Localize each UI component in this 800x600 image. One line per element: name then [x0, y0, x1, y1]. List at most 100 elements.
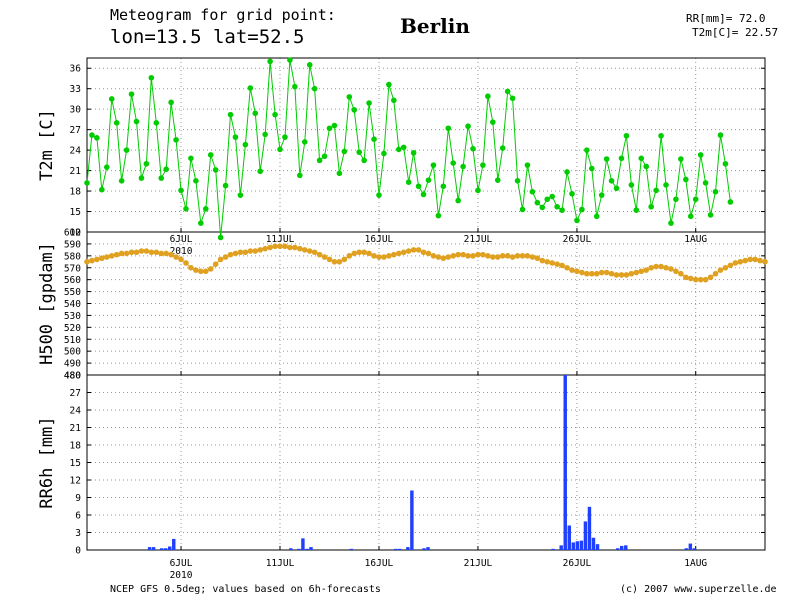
h500-point	[148, 249, 155, 256]
h500-point	[554, 261, 560, 267]
h500-point	[480, 251, 486, 258]
t2m-ytick-label: 21	[70, 166, 82, 177]
t2m-point	[470, 145, 476, 152]
h500-point	[311, 249, 318, 256]
h500-point	[341, 256, 348, 263]
h500-point	[697, 276, 704, 283]
h500-point	[202, 268, 209, 275]
x-tick-label: 6JUL	[170, 558, 193, 569]
t2m-point	[534, 199, 541, 206]
x-tick-label: 16JUL	[365, 234, 394, 245]
h500-point	[400, 249, 407, 256]
h500-point	[490, 254, 496, 260]
h500-point	[128, 249, 135, 256]
h500-point	[455, 251, 461, 258]
t2m-point	[138, 175, 145, 181]
t2m-point	[584, 147, 590, 153]
t2m-point	[297, 172, 303, 179]
x-tick-label: 21JUL	[464, 558, 493, 569]
t2m-point	[361, 157, 367, 164]
grid-point-coordinates: lon=13.5 lat=52.5	[110, 26, 305, 48]
h500-axis-label: H500 [gpdam]	[37, 242, 57, 365]
t2m-point	[381, 150, 387, 157]
t2m-point	[188, 155, 194, 162]
h500-point	[301, 247, 308, 253]
h500-ytick-label: 540	[64, 299, 81, 310]
t2m-point	[697, 152, 704, 158]
t2m-point	[89, 132, 95, 138]
t2m-point	[653, 187, 659, 194]
rr-ytick-label: 24	[70, 406, 82, 417]
t2m-point	[504, 88, 511, 95]
h500-point	[435, 254, 442, 260]
t2m-point	[613, 185, 620, 192]
rr-bar	[159, 548, 164, 550]
t2m-point	[113, 120, 120, 126]
t2m-point	[178, 187, 184, 194]
rr-bar	[297, 548, 301, 550]
h500-point	[574, 268, 580, 275]
h500-point	[628, 270, 635, 277]
t2m-point	[712, 188, 719, 195]
h500-point	[519, 253, 526, 259]
rr-ytick-label: 21	[70, 423, 82, 434]
rr-bar	[587, 506, 592, 550]
t2m-point	[351, 107, 358, 113]
h500-point	[227, 251, 234, 258]
t2m-point	[292, 83, 298, 90]
x-tick-label: 1AUG	[684, 558, 707, 569]
h500-point	[113, 251, 120, 258]
t2m-point	[692, 196, 699, 203]
t2m-point	[430, 162, 437, 168]
h500-point	[707, 274, 714, 281]
rr-bar	[305, 548, 309, 550]
h500-point	[138, 248, 145, 254]
h500-point	[108, 253, 115, 259]
h500-point	[727, 262, 734, 269]
h500-point	[247, 248, 254, 254]
x-tick-label: 11JUL	[266, 558, 295, 569]
h500-point	[188, 264, 194, 271]
t2m-point	[183, 206, 189, 212]
rr-bar	[563, 375, 567, 550]
t2m-point	[598, 192, 605, 198]
t2m-point	[222, 182, 229, 189]
h500-point	[539, 257, 546, 264]
h500-point	[405, 248, 412, 254]
t2m-point	[133, 118, 140, 125]
h500-point	[232, 250, 239, 257]
h500-point	[757, 257, 763, 264]
h500-point	[762, 258, 768, 265]
t2m-point	[544, 196, 551, 203]
t2m-point	[588, 165, 595, 172]
t2m-point	[148, 74, 155, 81]
t2m-point	[262, 131, 268, 138]
t2m-point	[153, 120, 160, 126]
h500-point	[663, 264, 669, 271]
x-tick-label: 6JUL	[170, 234, 193, 245]
t2m-point	[366, 100, 372, 106]
t2m-ytick-label: 15	[70, 207, 81, 218]
h500-point	[569, 267, 575, 273]
h500-point	[292, 244, 298, 251]
h500-point	[732, 260, 739, 266]
h500-point	[588, 270, 595, 277]
rr-bar	[410, 490, 414, 550]
h500-point	[534, 255, 541, 262]
t2m-point	[475, 187, 481, 194]
t2m-point	[415, 183, 422, 190]
rr-bar	[579, 540, 584, 550]
rr-bar	[583, 521, 588, 550]
t2m-point	[341, 148, 348, 155]
h500-ytick-label: 530	[64, 311, 81, 322]
h500-ytick-label: 600	[64, 228, 81, 239]
h500-point	[485, 253, 491, 259]
t2m-point	[267, 58, 273, 65]
t2m-point	[539, 204, 546, 211]
t2m-point	[371, 136, 377, 142]
t2m-point	[99, 186, 105, 193]
t2m-point	[311, 85, 318, 92]
t2m-point	[702, 180, 709, 186]
x-tick-label: 21JUL	[464, 234, 493, 245]
t2m-point	[84, 180, 90, 186]
